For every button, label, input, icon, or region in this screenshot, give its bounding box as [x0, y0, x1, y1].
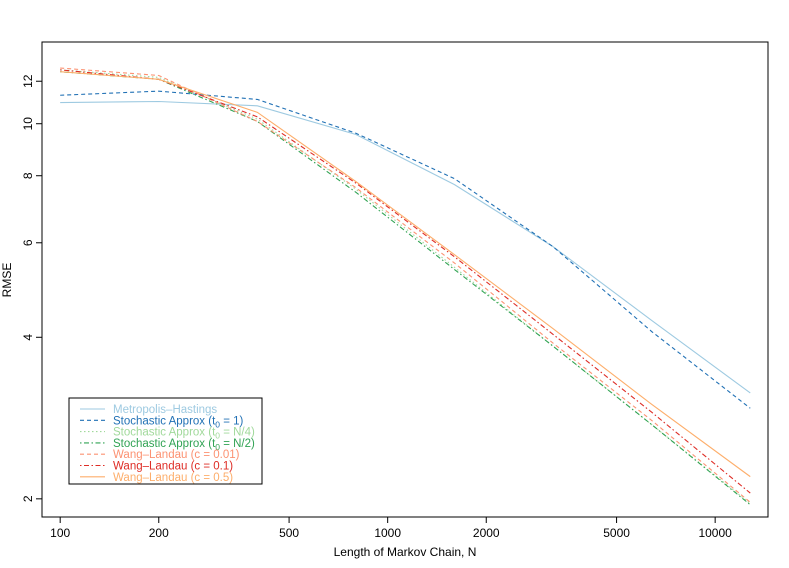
x-tick-label: 500 [279, 526, 299, 540]
series-line [60, 71, 751, 478]
y-tick-label: 12 [21, 74, 35, 88]
x-axis-label: Length of Markov Chain, N [334, 545, 477, 559]
series-layer [60, 67, 751, 506]
series-line [60, 69, 751, 494]
legend-label: Wang–Landau (c = 0.1) [113, 461, 233, 473]
series-line [60, 90, 751, 409]
plot-frame [41, 41, 769, 518]
y-tick-label: 2 [21, 495, 35, 502]
legend-label: Stochastic Approx (t0 = N/4) [113, 427, 255, 441]
legend-label: Wang–Landau (c = 0.01) [113, 449, 240, 461]
series-line [60, 67, 751, 503]
x-tick-label: 5000 [603, 526, 630, 540]
x-tick-label: 10000 [698, 526, 732, 540]
x-tick-label: 100 [50, 526, 70, 540]
series-line [60, 71, 751, 506]
legend-label: Wang–Landau (c = 0.5) [113, 472, 233, 484]
y-tick-label: 6 [21, 239, 35, 246]
y-tick-label: 8 [21, 172, 35, 179]
y-axis-label: RMSE [0, 263, 14, 298]
legend-label: Stochastic Approx (t0 = N/2) [113, 438, 255, 452]
y-tick-label: 10 [21, 117, 35, 131]
x-axis: 100 200 500 1000 2000 5000 10000 [50, 517, 732, 540]
series-line [60, 100, 751, 394]
legend-box [68, 397, 263, 485]
x-tick-label: 2000 [473, 526, 500, 540]
y-axis: 2 4 6 8 10 12 [21, 74, 42, 502]
y-tick-label: 4 [21, 334, 35, 341]
legend-label: Stochastic Approx (t0 = 1) [113, 415, 244, 429]
legend-label: Metropolis–Hastings [113, 404, 217, 416]
x-tick-label: 200 [149, 526, 169, 540]
x-tick-label: 1000 [374, 526, 401, 540]
